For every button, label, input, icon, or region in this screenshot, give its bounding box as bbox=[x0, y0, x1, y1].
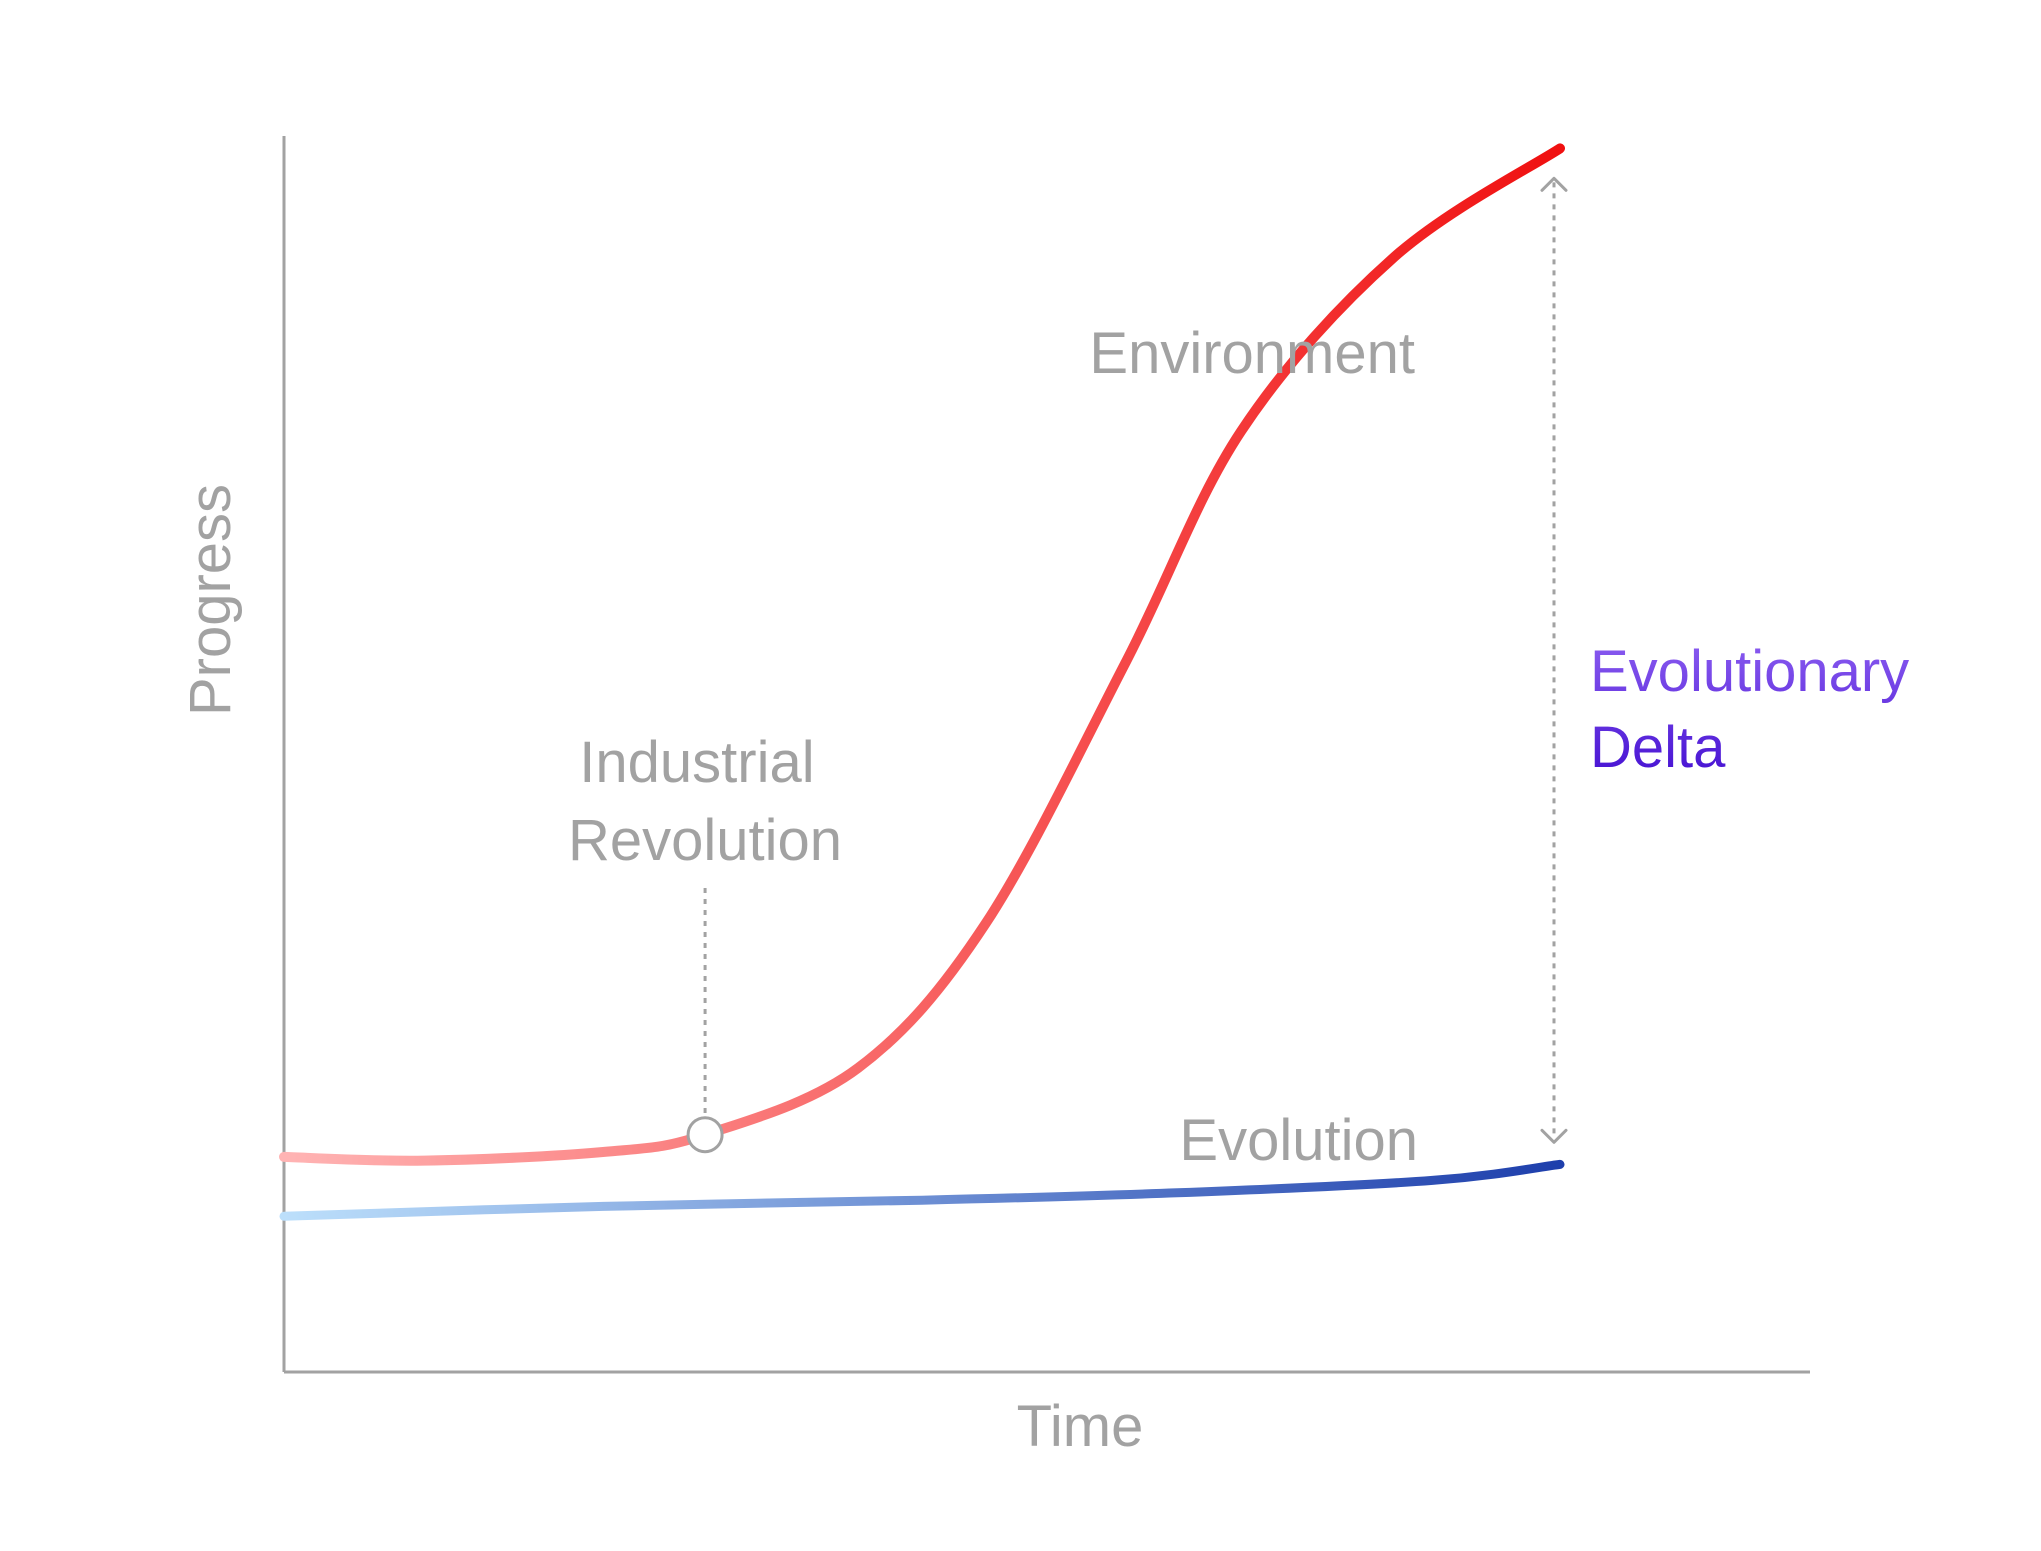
industrial-revolution-marker bbox=[686, 1116, 724, 1154]
industrial-revolution-label-line-1: Industrial bbox=[579, 730, 814, 795]
y-axis-title: Progress bbox=[178, 484, 243, 716]
environment-series-line bbox=[279, 143, 1565, 1166]
evolutionary-delta-arrowhead-bottom bbox=[1540, 1128, 1568, 1144]
environment-series-label: Environment bbox=[1089, 321, 1415, 386]
evolution-series-label: Evolution bbox=[1179, 1108, 1418, 1173]
industrial-revolution-label-line-2: Revolution bbox=[568, 808, 842, 873]
evolutionary-delta-label: Evolutionary Delta bbox=[1590, 639, 1925, 780]
evolutionary-delta-label-line-1: Evolutionary bbox=[1590, 639, 1909, 704]
evolution-series-line bbox=[279, 1159, 1565, 1221]
x-axis-title: Time bbox=[1017, 1394, 1144, 1459]
evolutionary-delta-label-line-2: Delta bbox=[1590, 715, 1726, 780]
evolutionary-delta-arrowhead-top bbox=[1540, 176, 1568, 192]
industrial-revolution-label: Industrial Revolution bbox=[568, 730, 842, 873]
